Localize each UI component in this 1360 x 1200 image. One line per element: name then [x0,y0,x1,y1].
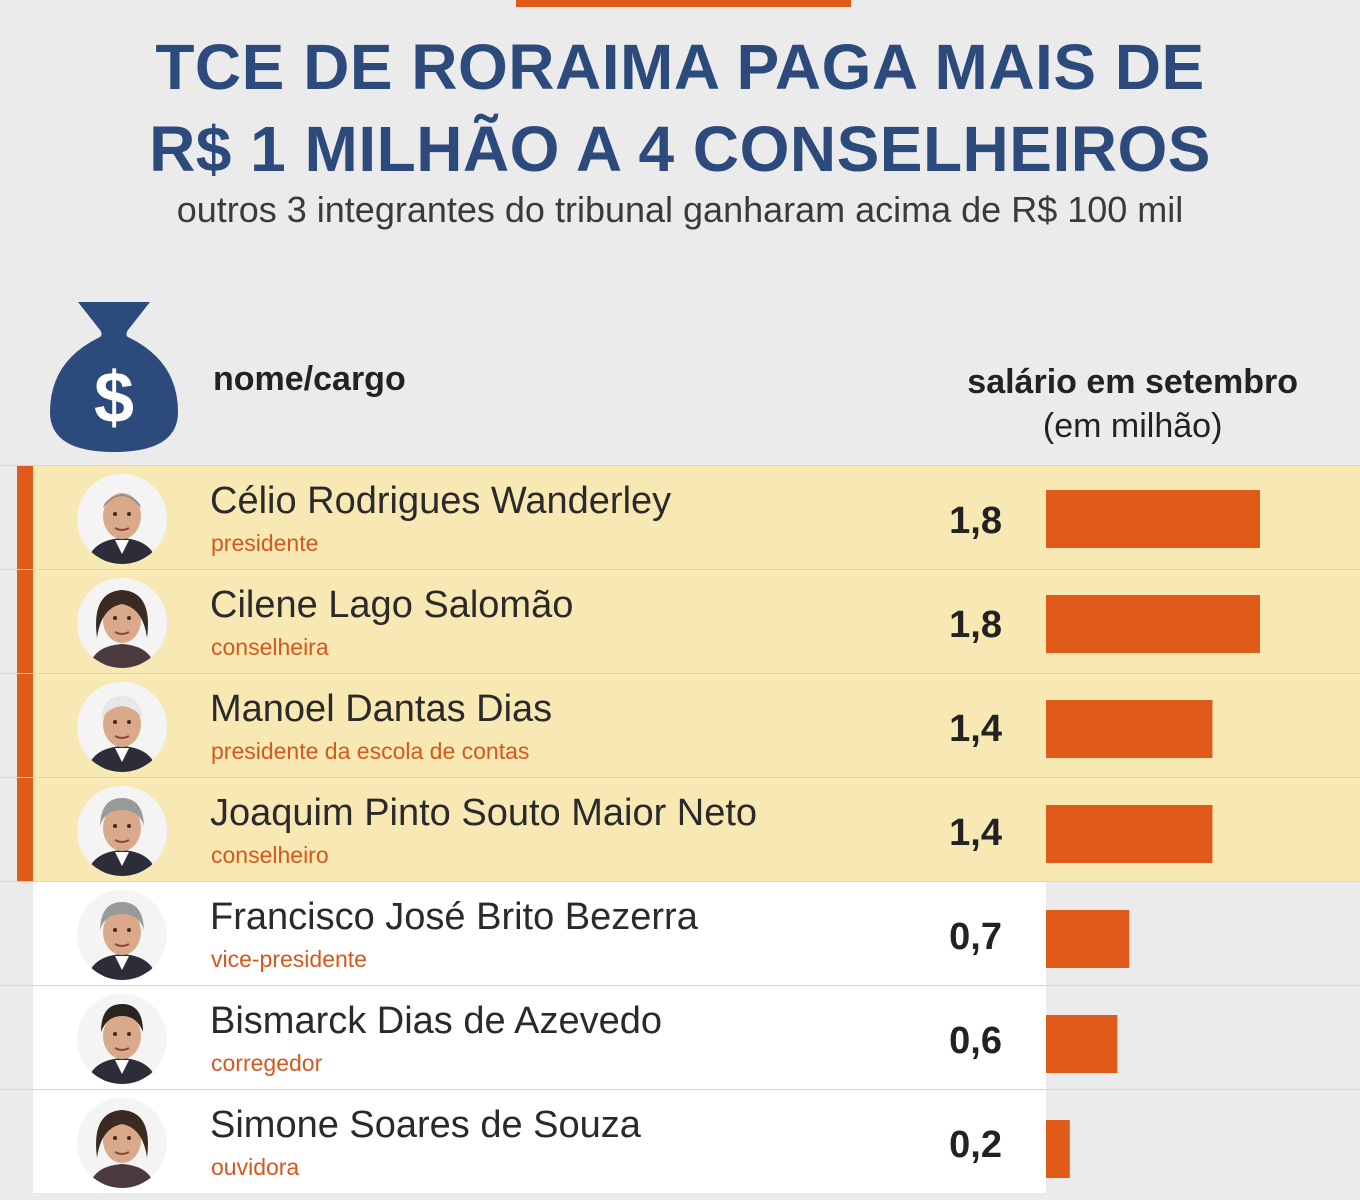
row-highlight-marker [17,570,33,673]
value-header-line-1: salário em setembro [967,363,1298,401]
person-name: Simone Soares de Souza [210,1104,641,1146]
bar-chart [1046,490,1260,1178]
salary-value-label: 1,4 [949,708,1002,750]
salary-value-label: 1,8 [949,604,1002,646]
person-name: Manoel Dantas Dias [210,688,553,730]
avatar [77,890,167,980]
table-row: Francisco José Brito Bezerra vice-preside… [0,881,1360,985]
name-column-header: nome/cargo [213,360,406,398]
salary-bar [1046,700,1213,758]
table-row: Célio Rodrigues Wanderley presidente 1,8 [0,465,1360,569]
chart-subtitle: outros 3 integrantes do tribunal ganhara… [176,189,1184,230]
top-accent-bar [516,0,851,7]
salary-bar [1046,805,1213,863]
avatar [77,1098,167,1188]
row-highlight-marker [17,466,33,569]
person-role: presidente da escola de contas [211,738,530,764]
avatar [77,994,167,1084]
table-row: Simone Soares de Souza ouvidora 0,2 [0,1089,1360,1193]
title-line-2: R$ 1 MILHÃO A 4 CONSELHEIROS [149,113,1211,185]
salary-value-label: 0,6 [949,1020,1002,1062]
salary-bar [1046,490,1260,548]
person-name: Francisco José Brito Bezerra [210,896,698,938]
person-role: vice-presidente [211,946,367,972]
row-background [33,882,1046,985]
person-name: Joaquim Pinto Souto Maior Neto [210,792,758,834]
row-background [33,986,1046,1089]
avatar [77,682,167,772]
chart-title: TCE DE RORAIMA PAGA MAIS DE R$ 1 MILHÃO … [0,26,1360,190]
svg-text:$: $ [94,358,134,438]
person-name: Célio Rodrigues Wanderley [210,480,672,522]
salary-value-label: 0,2 [949,1124,1002,1166]
salary-bar [1046,1015,1118,1073]
salary-value-label: 1,8 [949,500,1002,542]
person-role: presidente [211,530,319,556]
person-name: Bismarck Dias de Azevedo [210,1000,662,1042]
person-role: ouvidora [211,1154,300,1180]
person-role: corregedor [211,1050,323,1076]
row-highlight-marker [17,778,33,881]
salary-value-label: 0,7 [949,916,1002,958]
person-role: conselheiro [211,842,329,868]
value-column-header: salário em setembro (em milhão) [967,360,1298,448]
salary-bar [1046,910,1130,968]
money-bag-icon: $ [50,302,178,452]
salary-value-label: 1,4 [949,812,1002,854]
table-row: Bismarck Dias de Azevedo corregedor 0,6 [0,985,1360,1089]
person-name: Cilene Lago Salomão [210,584,574,626]
salary-bar [1046,595,1260,653]
row-background [33,1090,1046,1193]
value-header-line-2: (em milhão) [1042,407,1223,445]
row-highlight-marker [17,674,33,777]
avatar [77,578,167,668]
avatar [77,786,167,876]
salary-table: Célio Rodrigues Wanderley presidente 1,8 Ci… [0,465,1360,1193]
avatar [77,474,167,564]
person-role: conselheira [211,634,329,660]
salary-bar [1046,1120,1070,1178]
title-line-1: TCE DE RORAIMA PAGA MAIS DE [155,31,1205,103]
